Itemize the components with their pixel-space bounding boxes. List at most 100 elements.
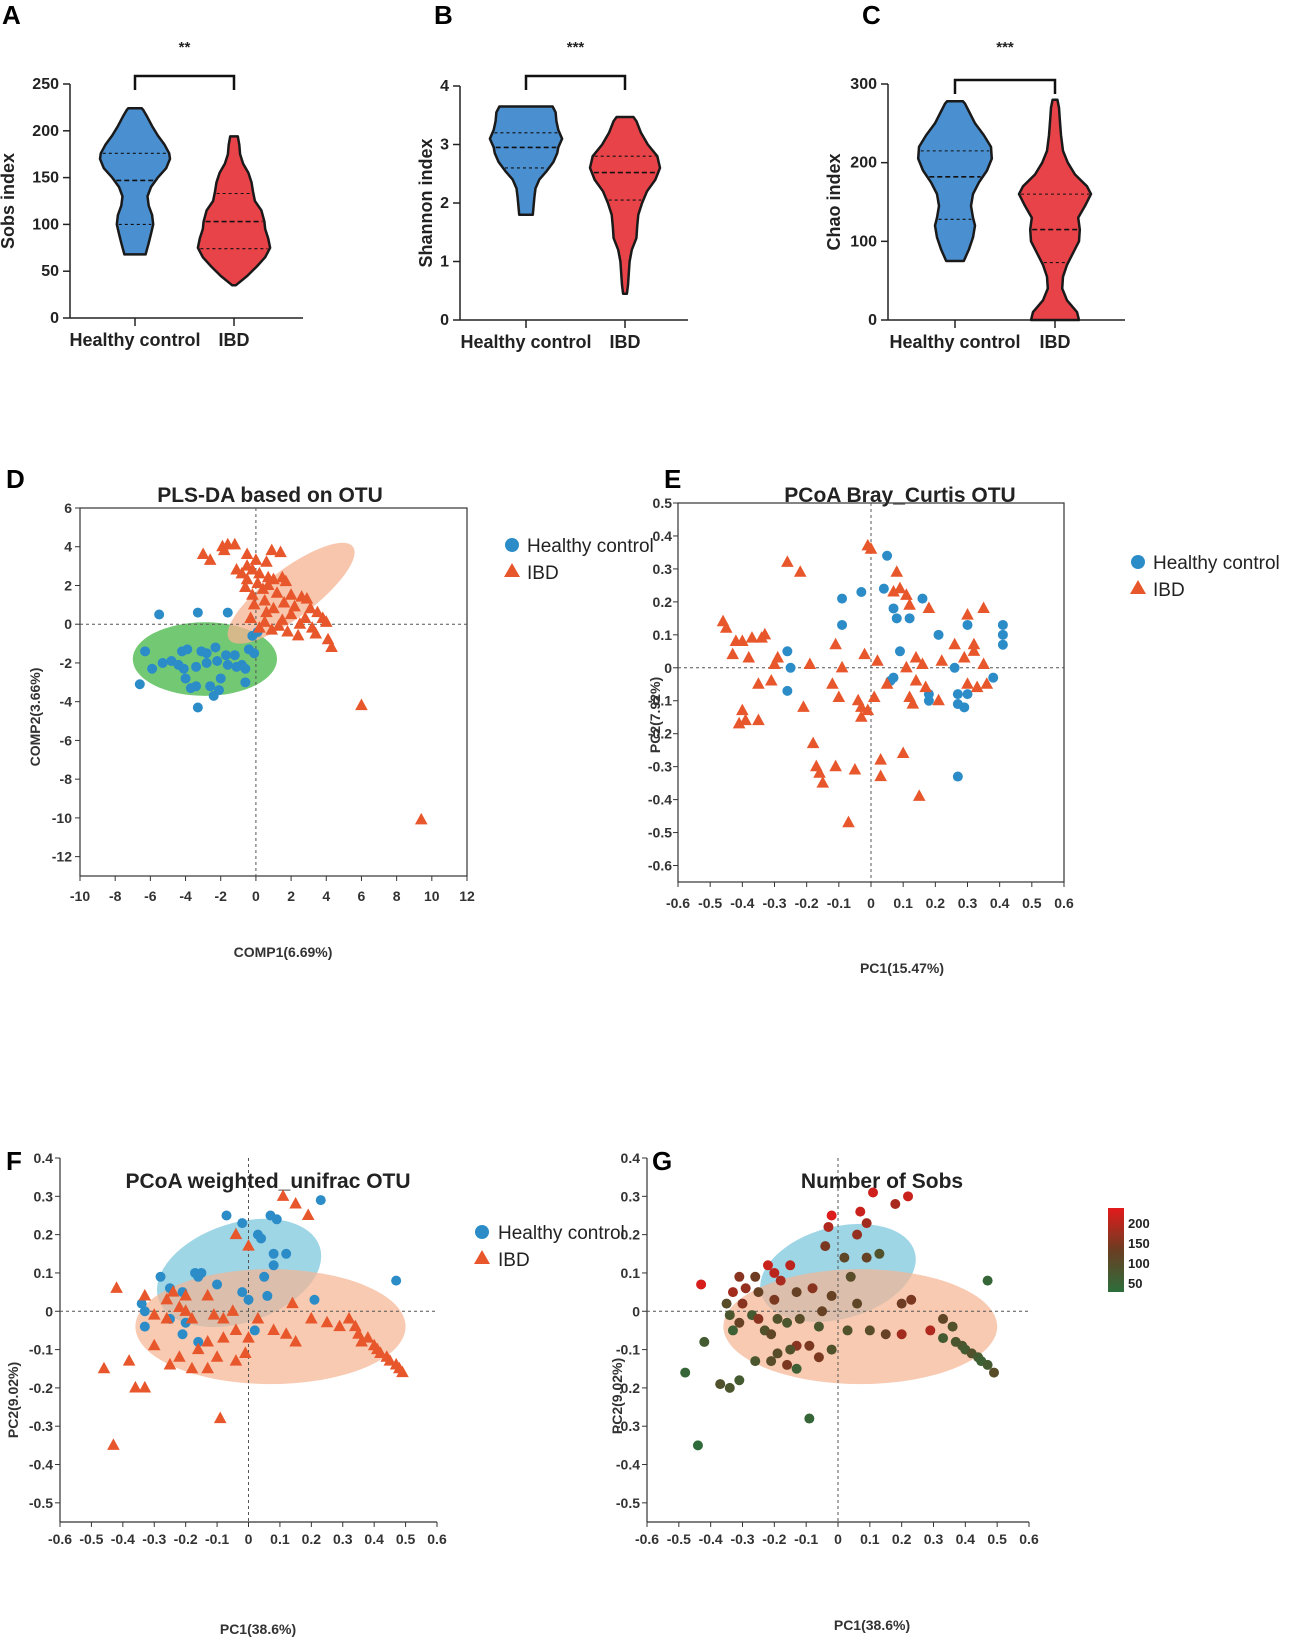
x-tick-label: -0.1 [205,1531,229,1547]
y-tick-label: -10 [52,810,72,826]
scatter-panel-plsda: PLS-DA based on OTU COMP1(6.69%) COMP2(3… [27,484,475,960]
data-point-ibd [229,1227,243,1240]
data-point-healthy [878,583,889,594]
x-tick-label: -0.2 [762,1531,786,1547]
y-tick-label: 0.1 [653,627,673,643]
x-tick-label-ibd: IBD [610,332,641,352]
data-point-ibd [258,593,272,606]
data-point-healthy [212,656,223,667]
data-point-ibd [179,1304,192,1316]
data-point-ibd [289,1196,302,1209]
x-tick-label: -0.3 [762,895,786,911]
data-point-ibd [242,1331,255,1343]
legend-healthy-label-e: Healthy control [1153,553,1280,574]
data-point-ibd [848,762,862,775]
y-tick-label: 300 [850,76,877,93]
data-point-ibd [185,1311,199,1324]
data-point-ibd [244,611,257,623]
data-point-ibd [97,1361,111,1374]
data-point-sobs [804,1340,815,1351]
data-point-ibd [871,654,884,666]
data-point-ibd [210,1350,224,1362]
data-point-sobs [880,1329,891,1340]
legend-f: Healthy control IBD [474,1223,625,1271]
panel-letter-g: G [652,1146,672,1176]
legend-ibd-label-f: IBD [498,1250,530,1271]
data-point-sobs [680,1367,691,1378]
data-point-ibd [301,1208,315,1221]
y-tick-label: -0.2 [29,1380,53,1396]
y-tick-label: 100 [850,233,877,250]
data-point-ibd [239,1346,252,1358]
significance-stars: ** [179,39,191,56]
data-point-sobs [864,1325,875,1336]
data-point-ibd [383,1354,397,1366]
legend-ibd-label-e: IBD [1153,580,1185,601]
data-point-ibd [900,588,913,600]
data-point-healthy [891,613,902,624]
y-tick-label: 2 [440,195,449,212]
data-point-ibd [961,677,974,689]
y-tick-label: -0.1 [648,693,672,709]
data-point-ibd [300,592,314,604]
y-tick-label: 0.3 [34,1188,54,1204]
data-point-ibd [758,627,772,640]
x-tick-label: -0.6 [666,895,690,911]
data-point-ibd [745,631,759,643]
data-point-ibd [270,586,284,598]
data-point-ibd [185,1361,199,1374]
y-tick-label: 0.2 [653,594,673,610]
data-point-ibd [253,566,266,579]
data-point-healthy [178,663,189,674]
x-tick-label: 0 [252,888,260,904]
x-tick-label: 10 [424,888,440,904]
data-point-sobs [874,1248,885,1259]
data-point-healthy [917,593,928,604]
legend-healthy-marker-e [1131,555,1145,569]
data-point-ibd [247,597,261,610]
data-point-ibd [842,815,855,828]
data-point-sobs [785,1260,796,1271]
data-point-healthy [240,677,251,688]
data-point-ibd [267,601,280,614]
data-point-ibd [217,1331,230,1343]
y-tick-label: 3 [440,137,449,154]
x-tick-label: -4 [179,888,192,904]
data-point-ibd [736,703,749,716]
data-point-sobs [791,1287,802,1298]
data-point-ibd [893,581,907,594]
data-point-ibd [896,746,910,759]
data-point-ibd [229,1354,243,1366]
x-tick-label: -0.4 [730,895,754,911]
data-point-ibd [251,1311,265,1324]
data-point-healthy [952,771,963,782]
violin-healthy [98,107,172,256]
chart-title-e: PCoA Bray_Curtis OTU [784,484,1015,507]
data-point-ibd [861,703,875,716]
y-tick-label: -0.1 [616,1342,640,1358]
y-tick-label: -0.4 [616,1457,640,1473]
data-point-healthy [959,702,970,713]
data-point-ibd [246,588,259,600]
x-tick-label: 0.4 [990,895,1010,911]
data-point-sobs [734,1317,745,1328]
y-tick-label: 0 [632,1303,640,1319]
data-point-ibd [229,1323,243,1335]
data-point-ibd [122,1354,136,1366]
colorbar-tick-100: 100 [1128,1256,1150,1271]
data-point-ibd [242,1239,255,1251]
data-point-ibd [916,657,929,670]
x-tick-label: 0.5 [987,1531,1007,1547]
x-axis-label-e: PC1(15.47%) [860,960,944,976]
x-tick-label: -0.2 [174,1531,198,1547]
x-tick-label: 4 [322,888,330,904]
data-point-ibd [201,1361,214,1374]
panel-letter-c: C [862,0,881,30]
data-point-ibd [267,1323,280,1335]
data-point-healthy [191,661,202,672]
data-point-sobs [855,1206,866,1217]
y-tick-label: 1 [440,254,449,271]
x-tick-label: 0 [245,1531,253,1547]
data-point-healthy [243,1294,254,1305]
data-point-ibd [207,1308,221,1320]
